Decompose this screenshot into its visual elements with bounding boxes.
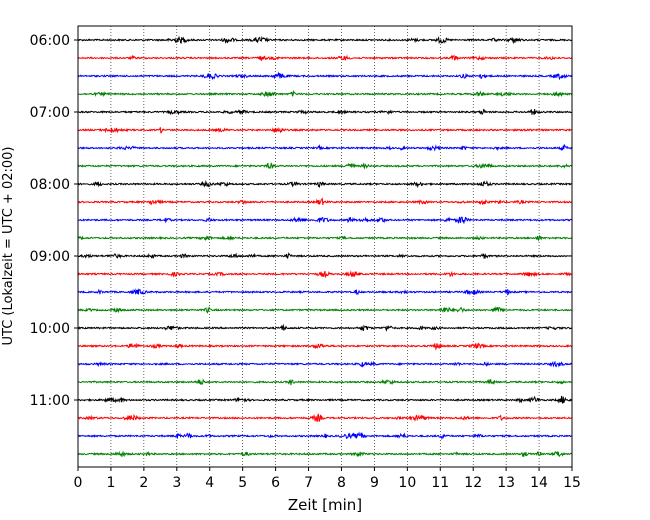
trace-0915 [77,270,573,279]
x-tick-label: 4 [205,475,214,491]
x-tick-label: 10 [398,475,416,491]
x-grid [110,26,540,467]
x-tick-label: 9 [370,475,379,491]
x-tick-label: 11 [431,475,449,491]
trace-1000 [77,323,573,332]
trace-1045 [77,378,573,386]
trace-0615 [77,54,573,62]
trace-0745 [77,162,573,170]
y-tick-label: 11:00 [30,393,70,409]
trace-1015 [77,342,573,351]
trace-0945 [77,305,573,314]
x-tick-label: 1 [106,475,115,491]
trace-0715 [77,126,573,134]
x-tick-label: 14 [530,475,548,491]
x-tick-label: 2 [139,475,148,491]
x-tick-label: 0 [74,475,83,491]
x-tick-label: 12 [464,475,482,491]
trace-0815 [77,197,573,206]
y-tick-label: 09:00 [30,249,70,265]
trace-0730 [77,143,573,152]
y-axis-label: UTC (Lokalzeit = UTC + 02:00) [1,147,16,346]
trace-0700 [77,108,573,116]
trace-1115 [77,413,573,423]
trace-1030 [77,360,573,368]
y-axis: 06:00 07:00 08:00 09:00 10:00 11:00 [30,33,78,409]
x-axis: 0 1 2 3 4 5 6 7 8 9 10 11 12 13 14 15 [74,467,581,491]
x-tick-label: 13 [497,475,515,491]
trace-0800 [77,179,573,189]
trace-0900 [77,252,573,260]
trace-0645 [77,89,573,98]
y-tick-label: 07:00 [30,105,70,121]
trace-0600 [77,35,573,45]
trace-0630 [77,71,573,81]
trace-1145 [77,450,573,458]
trace-1130 [77,431,573,441]
plot-frame [77,25,573,468]
y-tick-label: 08:00 [30,177,70,193]
x-axis-label: Zeit [min] [288,496,362,514]
trace-1100 [77,395,573,404]
seismic-traces [77,35,573,458]
trace-0830 [77,216,573,224]
trace-0845 [77,234,573,242]
x-tick-label: 15 [563,475,581,491]
x-tick-label: 5 [238,475,247,491]
x-tick-label: 8 [337,475,346,491]
y-tick-label: 10:00 [30,321,70,337]
y-tick-label: 06:00 [30,33,70,49]
x-tick-label: 6 [271,475,280,491]
x-tick-label: 7 [304,475,313,491]
trace-0930 [77,288,573,296]
x-tick-label: 3 [172,475,181,491]
